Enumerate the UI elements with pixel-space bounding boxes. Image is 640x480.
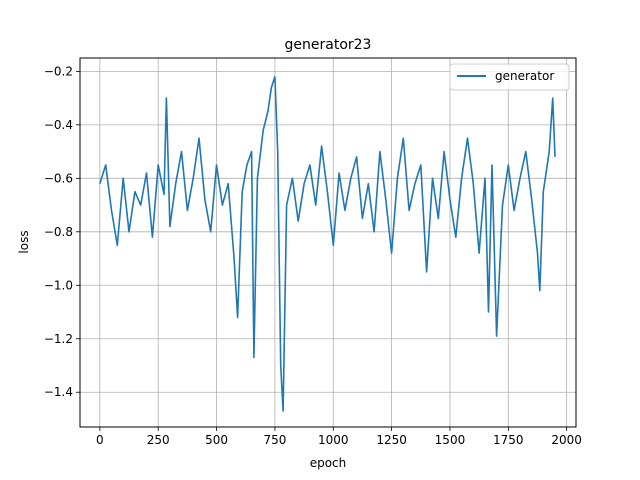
y-tick-label: −0.8 [44, 225, 73, 239]
y-tick-label: −0.2 [44, 64, 73, 78]
plot-frame [79, 57, 577, 428]
legend: generator [449, 63, 570, 91]
x-tick-label: 1000 [318, 433, 349, 447]
x-axis: 0 250 500 750 1000 1250 1500 1750 2000 [96, 427, 582, 447]
x-tick-label: 0 [96, 433, 104, 447]
y-tick-label: −1.0 [44, 278, 73, 292]
y-tick-label: −1.2 [44, 332, 73, 346]
y-axis-label: loss [17, 230, 31, 253]
y-axis: −1.4 −1.2 −1.0 −0.8 −0.6 −0.4 −0.2 [44, 64, 80, 399]
x-tick-label: 250 [147, 433, 170, 447]
legend-box [449, 63, 570, 91]
y-tick-label: −0.4 [44, 118, 73, 132]
x-tick-label: 750 [263, 433, 286, 447]
y-tick-label: −0.6 [44, 171, 73, 185]
chart-title: generator23 [285, 37, 372, 53]
grid-lines [80, 58, 576, 427]
x-axis-label: epoch [310, 456, 347, 470]
legend-label-generator: generator [495, 69, 554, 83]
x-tick-label: 500 [205, 433, 228, 447]
x-tick-label: 1500 [435, 433, 466, 447]
series-line-generator [99, 75, 556, 412]
series-layer [99, 75, 556, 412]
x-tick-label: 1250 [376, 433, 407, 447]
x-tick-label: 1750 [493, 433, 524, 447]
x-tick-label: 2000 [551, 433, 582, 447]
y-tick-label: −1.4 [44, 385, 73, 399]
